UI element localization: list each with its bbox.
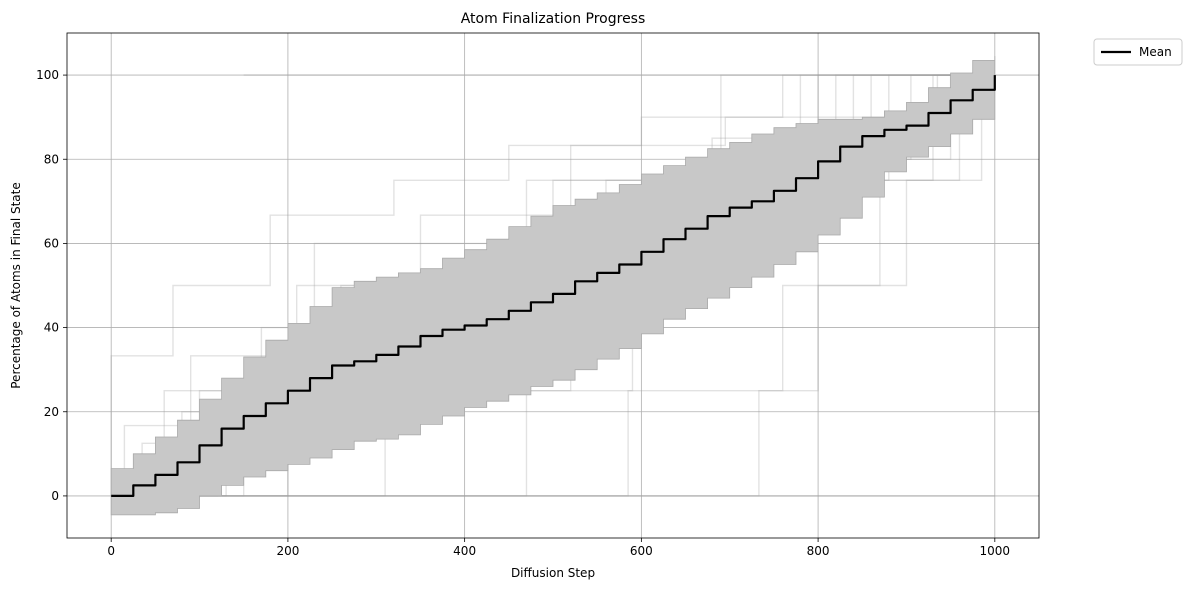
std-band-area: [110, 56, 996, 516]
y-tick-label: 20: [44, 405, 59, 419]
legend: Mean: [1093, 38, 1183, 66]
y-tick-label: 80: [44, 152, 59, 166]
x-tick-label: 200: [276, 544, 299, 558]
y-axis-label: Percentage of Atoms in Final State: [9, 182, 23, 389]
x-tick-label: 800: [807, 544, 830, 558]
y-tick-label: 100: [36, 68, 59, 82]
trajectory-line: [111, 74, 995, 497]
x-axis-label: Diffusion Step: [511, 566, 595, 580]
mean-line-group: [111, 75, 996, 497]
x-tick-label: 1000: [980, 544, 1011, 558]
axis-ticks: 0 200 400 600 800 1000 0 20 40 60 80 100: [36, 68, 1010, 558]
legend-box: [1093, 38, 1183, 66]
trajectory-line: [111, 74, 995, 497]
std-band: [110, 56, 996, 516]
x-tick-label: 0: [107, 544, 115, 558]
y-tick-label: 60: [44, 236, 59, 250]
x-tick-label: 600: [630, 544, 653, 558]
chart-title: Atom Finalization Progress: [461, 11, 646, 27]
legend-label-mean: Mean: [1139, 45, 1172, 59]
trajectory-line: [110, 74, 995, 496]
y-tick-label: 0: [51, 489, 59, 503]
x-tick-label: 400: [453, 544, 476, 558]
y-tick-label: 40: [44, 321, 59, 335]
mean-line: [111, 75, 996, 497]
plot-frame: [66, 32, 1040, 539]
